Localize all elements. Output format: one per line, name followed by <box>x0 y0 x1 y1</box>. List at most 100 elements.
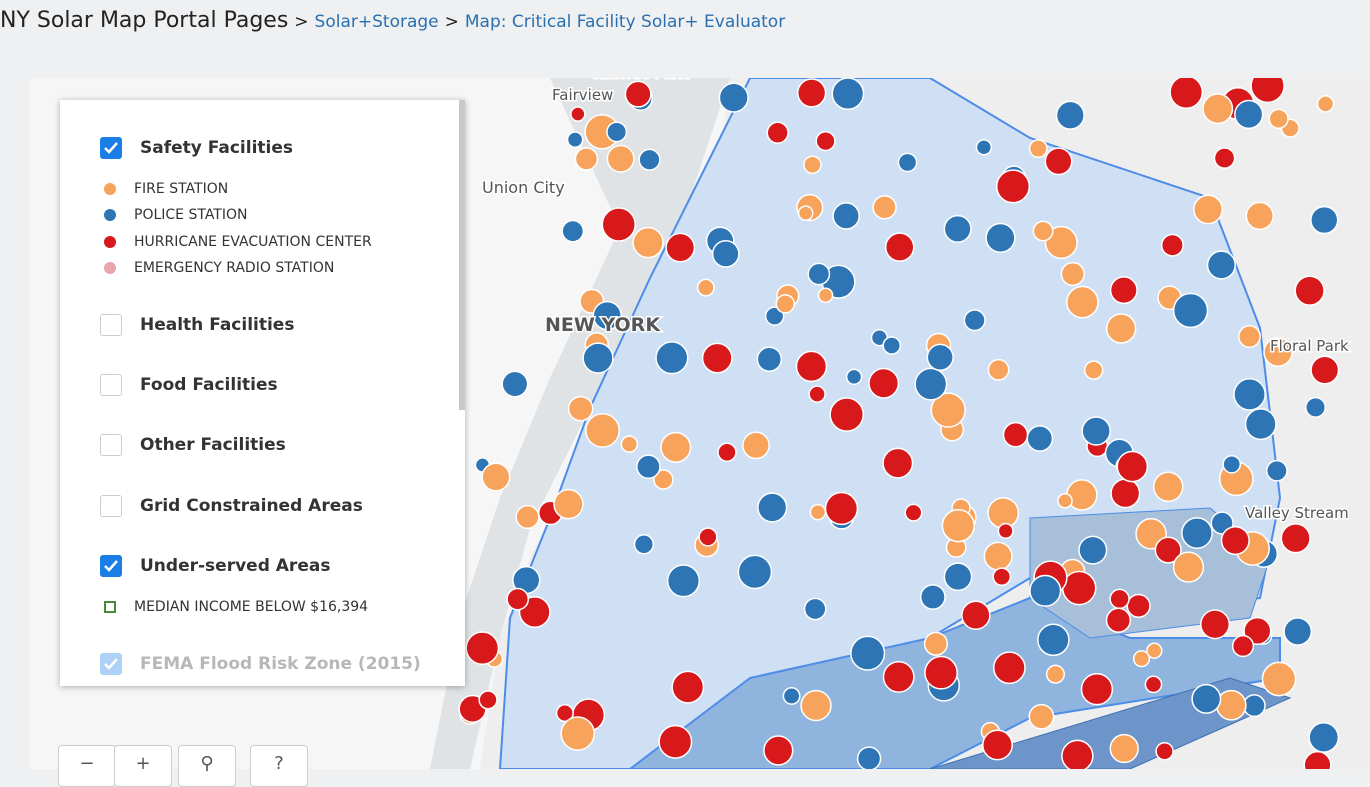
facility-dot[interactable] <box>1045 664 1066 684</box>
facility-dot[interactable] <box>1081 416 1111 446</box>
facility-dot[interactable] <box>1169 78 1204 110</box>
facility-dot[interactable] <box>1026 425 1054 452</box>
facility-dot[interactable] <box>924 655 958 690</box>
facility-dot[interactable] <box>1243 616 1272 646</box>
facility-dot[interactable] <box>995 169 1031 204</box>
map-control[interactable]: ⚲ <box>178 745 236 787</box>
facility-dot[interactable] <box>561 219 585 243</box>
facility-dot[interactable] <box>658 724 693 759</box>
facility-dot[interactable] <box>1261 661 1297 697</box>
facility-dot[interactable] <box>1066 285 1099 319</box>
facility-dot[interactable] <box>766 121 789 144</box>
facility-dot[interactable] <box>941 508 975 543</box>
facility-dot[interactable] <box>845 368 863 386</box>
facility-dot[interactable] <box>1245 201 1274 231</box>
facility-dot[interactable] <box>1080 672 1114 706</box>
facility-dot[interactable] <box>872 195 897 220</box>
facility-dot[interactable] <box>1061 570 1097 606</box>
facility-dot[interactable] <box>1303 750 1332 769</box>
facility-dot[interactable] <box>796 78 827 108</box>
checkbox[interactable] <box>100 314 122 336</box>
facility-dot[interactable] <box>582 342 614 374</box>
facility-dot[interactable] <box>1116 450 1149 483</box>
facility-dot[interactable] <box>882 660 915 693</box>
facility-dot[interactable] <box>1199 609 1231 640</box>
facility-dot[interactable] <box>1028 139 1048 159</box>
facility-dot[interactable] <box>982 729 1013 761</box>
facility-dot[interactable] <box>1110 478 1141 509</box>
facility-dot[interactable] <box>824 491 859 526</box>
facility-dot[interactable] <box>1172 551 1205 583</box>
facility-dot[interactable] <box>555 703 574 723</box>
facility-dot[interactable] <box>1263 337 1293 367</box>
facility-dot[interactable] <box>807 262 831 286</box>
facility-dot[interactable] <box>803 597 827 621</box>
breadcrumb-link[interactable]: Map: Critical Facility Solar+ Evaluator <box>464 12 786 32</box>
facility-dot[interactable] <box>1105 607 1132 633</box>
checkbox[interactable] <box>100 434 122 456</box>
facility-dot[interactable] <box>919 584 946 610</box>
facility-dot[interactable] <box>882 447 914 479</box>
facility-dot[interactable] <box>742 431 770 460</box>
checkbox[interactable] <box>100 653 122 675</box>
facility-dot[interactable] <box>897 152 918 173</box>
facility-dot[interactable] <box>636 454 661 480</box>
facility-dot[interactable] <box>478 690 498 710</box>
facility-dot[interactable] <box>1265 459 1288 482</box>
facility-dot[interactable] <box>1191 683 1222 714</box>
checkbox[interactable] <box>100 495 122 517</box>
facility-dot[interactable] <box>904 503 923 522</box>
facility-dot[interactable] <box>737 554 773 590</box>
facility-dot[interactable] <box>1160 233 1184 257</box>
checkbox[interactable] <box>100 374 122 396</box>
facility-dot[interactable] <box>1237 325 1261 349</box>
checkbox[interactable] <box>100 555 122 577</box>
facility-dot[interactable] <box>868 367 900 399</box>
facility-dot[interactable] <box>620 435 639 453</box>
facility-dot[interactable] <box>701 342 733 374</box>
facility-dot[interactable] <box>560 716 596 751</box>
facility-dot[interactable] <box>1032 220 1054 242</box>
facility-dot[interactable] <box>985 222 1016 254</box>
facility-dot[interactable] <box>567 395 594 422</box>
facility-dot[interactable] <box>882 336 902 355</box>
facility-dot[interactable] <box>553 488 584 520</box>
facility-dot[interactable] <box>638 148 661 171</box>
facility-dot[interactable] <box>666 564 701 598</box>
facility-dot[interactable] <box>1061 739 1094 769</box>
facility-dot[interactable] <box>930 392 966 428</box>
scrollbar[interactable] <box>459 100 465 410</box>
facility-dot[interactable] <box>803 155 822 175</box>
facility-dot[interactable] <box>1283 617 1313 646</box>
facility-dot[interactable] <box>1231 634 1255 658</box>
facility-dot[interactable] <box>633 534 655 555</box>
facility-dot[interactable] <box>1144 675 1163 694</box>
facility-dot[interactable] <box>1109 276 1138 305</box>
facility-dot[interactable] <box>1206 250 1236 280</box>
facility-dot[interactable] <box>1029 574 1062 607</box>
facility-dot[interactable] <box>961 600 991 630</box>
facility-dot[interactable] <box>1172 292 1209 329</box>
facility-dot[interactable] <box>1132 650 1151 668</box>
facility-dot[interactable] <box>800 689 832 722</box>
facility-dot[interactable] <box>795 350 828 383</box>
facility-dot[interactable] <box>815 131 836 152</box>
facility-dot[interactable] <box>624 80 652 108</box>
facility-dot[interactable] <box>923 631 949 656</box>
facility-dot[interactable] <box>884 232 915 262</box>
facility-dot[interactable] <box>832 202 860 230</box>
facility-dot[interactable] <box>764 306 785 326</box>
facility-dot[interactable] <box>756 346 783 372</box>
facility-dot[interactable] <box>465 631 500 665</box>
facility-dot[interactable] <box>574 147 599 171</box>
facility-dot[interactable] <box>943 562 973 592</box>
facility-dot[interactable] <box>975 139 993 156</box>
facility-dot[interactable] <box>1066 479 1098 511</box>
facility-dot[interactable] <box>1220 525 1250 556</box>
facility-dot[interactable] <box>1028 703 1055 730</box>
facility-dot[interactable] <box>1044 147 1073 176</box>
facility-dot[interactable] <box>665 232 696 263</box>
facility-dot[interactable] <box>914 367 948 401</box>
facility-dot[interactable] <box>1060 261 1085 287</box>
facility-dot[interactable] <box>1233 377 1266 411</box>
